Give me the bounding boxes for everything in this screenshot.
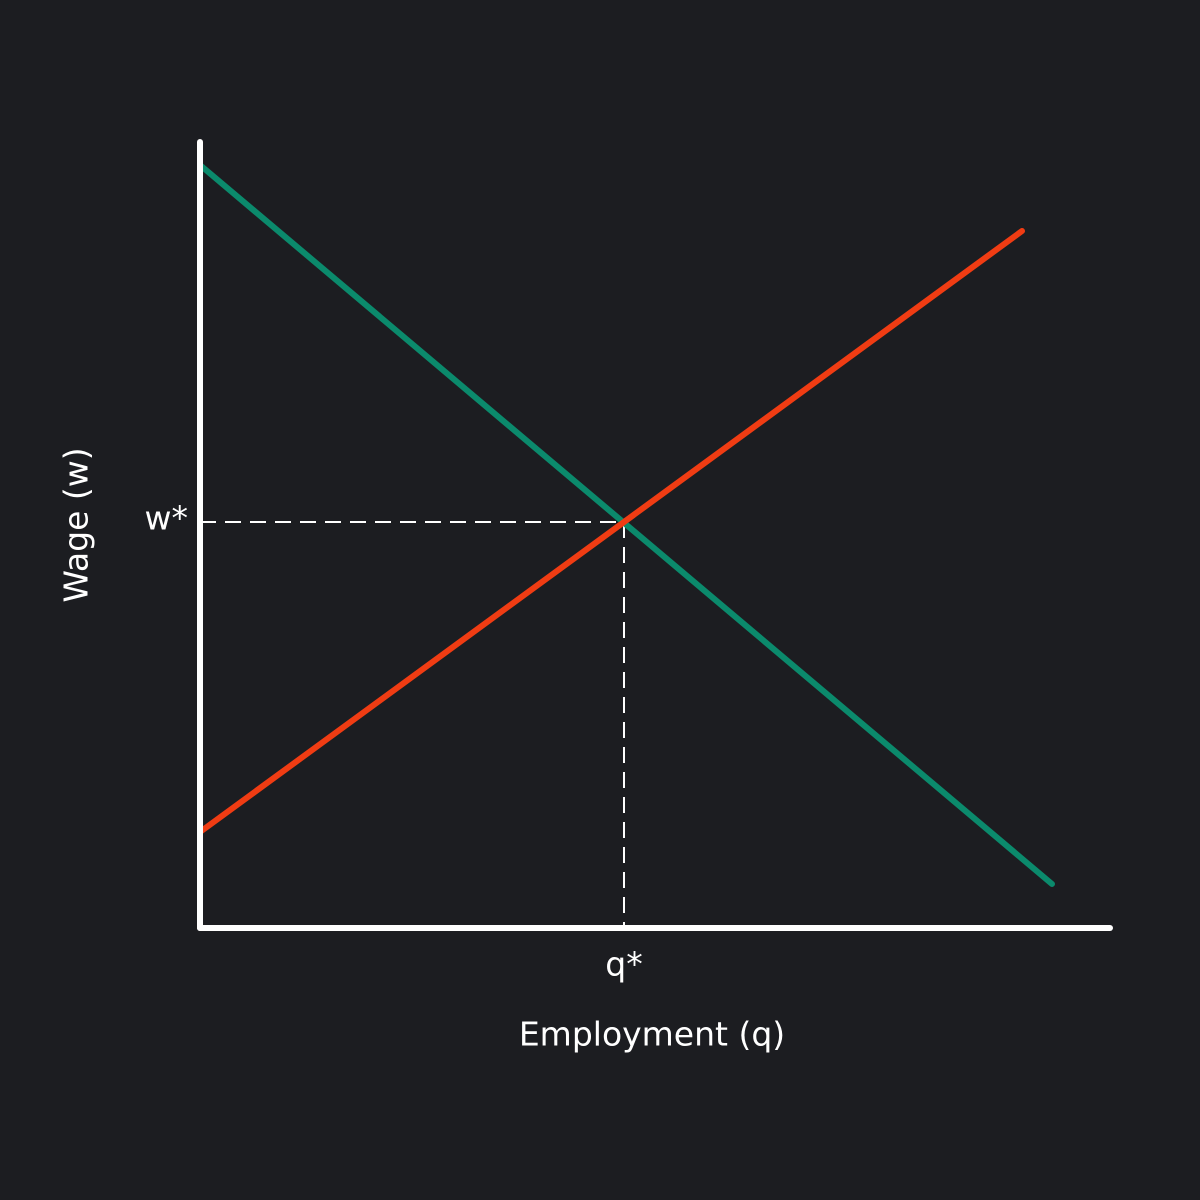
- demand-curve: [197, 162, 1055, 887]
- wage-label: w*: [145, 499, 189, 538]
- y-axis-label: Wage (w): [57, 447, 96, 602]
- x-axis-label: Employment (q): [519, 1015, 785, 1054]
- supply-curve: [197, 228, 1025, 835]
- quantity-label: q*: [605, 945, 642, 984]
